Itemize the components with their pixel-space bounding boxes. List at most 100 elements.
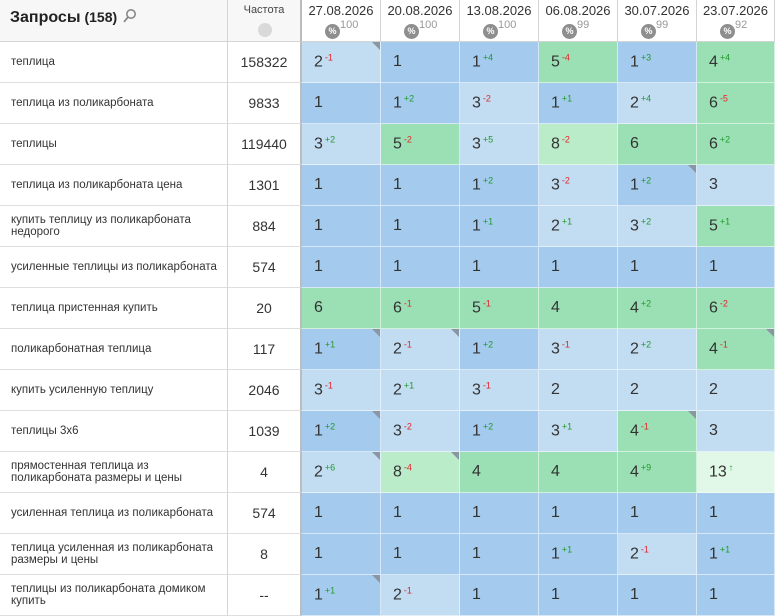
- position-cell[interactable]: 1: [460, 247, 539, 288]
- position-cell[interactable]: 5 -2: [381, 124, 460, 165]
- position-cell[interactable]: 1 +1: [302, 329, 381, 370]
- position-cell[interactable]: 1: [302, 534, 381, 575]
- query-cell[interactable]: теплицы: [0, 124, 228, 165]
- position-cell[interactable]: 2: [618, 370, 697, 411]
- position-cell[interactable]: 5 -1: [460, 288, 539, 329]
- position-cell[interactable]: 1 +3: [618, 42, 697, 83]
- position-cell[interactable]: 1 +2: [460, 165, 539, 206]
- queries-header[interactable]: Запросы (158): [0, 0, 228, 42]
- position-cell[interactable]: 1: [618, 493, 697, 534]
- date-column-header[interactable]: 20.08.2026% 100: [381, 0, 460, 42]
- position-cell[interactable]: 1 +2: [460, 329, 539, 370]
- position-cell[interactable]: 2 +6: [302, 452, 381, 493]
- position-cell[interactable]: 3 -1: [302, 370, 381, 411]
- position-cell[interactable]: 1: [618, 575, 697, 616]
- query-cell[interactable]: усиленные теплицы из поликарбоната: [0, 247, 228, 288]
- position-cell[interactable]: 3 +2: [618, 206, 697, 247]
- search-icon[interactable]: [123, 8, 137, 24]
- position-cell[interactable]: 1: [302, 165, 381, 206]
- position-cell[interactable]: 1: [697, 247, 775, 288]
- position-cell[interactable]: 4: [460, 452, 539, 493]
- position-cell[interactable]: 3 -2: [460, 83, 539, 124]
- position-cell[interactable]: 1: [539, 247, 618, 288]
- query-cell[interactable]: прямостенная теплица из поликарбоната ра…: [0, 452, 228, 493]
- position-cell[interactable]: 1: [381, 165, 460, 206]
- position-cell[interactable]: 2 -1: [381, 575, 460, 616]
- position-cell[interactable]: 8 -4: [381, 452, 460, 493]
- query-cell[interactable]: теплица из поликарбоната цена: [0, 165, 228, 206]
- date-column-header[interactable]: 27.08.2026% 100: [302, 0, 381, 42]
- position-cell[interactable]: 1: [618, 247, 697, 288]
- position-cell[interactable]: 1: [697, 575, 775, 616]
- date-column-header[interactable]: 13.08.2026% 100: [460, 0, 539, 42]
- position-cell[interactable]: 1: [381, 247, 460, 288]
- position-cell[interactable]: 3: [697, 165, 775, 206]
- date-column-header[interactable]: 30.07.2026% 99: [618, 0, 697, 42]
- position-cell[interactable]: 2 +2: [618, 329, 697, 370]
- position-cell[interactable]: 1: [302, 83, 381, 124]
- frequency-header[interactable]: Частота: [228, 0, 302, 42]
- position-cell[interactable]: 1 +2: [618, 165, 697, 206]
- query-cell[interactable]: купить усиленную теплицу: [0, 370, 228, 411]
- position-cell[interactable]: 3 +5: [460, 124, 539, 165]
- position-cell[interactable]: 1 +2: [460, 411, 539, 452]
- position-cell[interactable]: 1: [539, 575, 618, 616]
- query-cell[interactable]: теплица усиленная из поликарбоната разме…: [0, 534, 228, 575]
- position-cell[interactable]: 4 +4: [697, 42, 775, 83]
- position-cell[interactable]: 6: [302, 288, 381, 329]
- position-cell[interactable]: 6 +2: [697, 124, 775, 165]
- position-cell[interactable]: 2 +1: [539, 206, 618, 247]
- position-cell[interactable]: 1: [302, 206, 381, 247]
- query-cell[interactable]: теплица пристенная купить: [0, 288, 228, 329]
- position-cell[interactable]: 1 +2: [381, 83, 460, 124]
- position-cell[interactable]: 1: [302, 493, 381, 534]
- position-cell[interactable]: 2 -1: [302, 42, 381, 83]
- position-cell[interactable]: 5 -4: [539, 42, 618, 83]
- position-cell[interactable]: 2: [539, 370, 618, 411]
- query-cell[interactable]: теплицы 3х6: [0, 411, 228, 452]
- position-cell[interactable]: 1: [381, 534, 460, 575]
- query-cell[interactable]: теплица из поликарбоната: [0, 83, 228, 124]
- position-cell[interactable]: 1: [381, 42, 460, 83]
- position-cell[interactable]: 6: [618, 124, 697, 165]
- position-cell[interactable]: 4 -1: [697, 329, 775, 370]
- position-cell[interactable]: 13 ↑: [697, 452, 775, 493]
- date-column-header[interactable]: 06.08.2026% 99: [539, 0, 618, 42]
- position-cell[interactable]: 1: [302, 247, 381, 288]
- position-cell[interactable]: 2 -1: [618, 534, 697, 575]
- position-cell[interactable]: 2 +1: [381, 370, 460, 411]
- date-column-header[interactable]: 23.07.2026% 92: [697, 0, 775, 42]
- position-cell[interactable]: 6 -2: [697, 288, 775, 329]
- position-cell[interactable]: 4: [539, 452, 618, 493]
- position-cell[interactable]: 1 +1: [302, 575, 381, 616]
- query-cell[interactable]: теплицы из поликарбоната домиком купить: [0, 575, 228, 616]
- position-cell[interactable]: 1 +1: [539, 83, 618, 124]
- position-cell[interactable]: 1: [381, 206, 460, 247]
- position-cell[interactable]: 3 +2: [302, 124, 381, 165]
- position-cell[interactable]: 1 +1: [539, 534, 618, 575]
- query-cell[interactable]: купить теплицу из поликарбоната недорого: [0, 206, 228, 247]
- query-cell[interactable]: усиленная теплица из поликарбоната: [0, 493, 228, 534]
- position-cell[interactable]: 3 -2: [539, 165, 618, 206]
- position-cell[interactable]: 1: [381, 493, 460, 534]
- position-cell[interactable]: 4 +9: [618, 452, 697, 493]
- position-cell[interactable]: 5 +1: [697, 206, 775, 247]
- position-cell[interactable]: 3 -1: [460, 370, 539, 411]
- position-cell[interactable]: 4 +2: [618, 288, 697, 329]
- position-cell[interactable]: 8 -2: [539, 124, 618, 165]
- position-cell[interactable]: 2 +4: [618, 83, 697, 124]
- position-cell[interactable]: 1: [460, 534, 539, 575]
- position-cell[interactable]: 2 -1: [381, 329, 460, 370]
- position-cell[interactable]: 3 +1: [539, 411, 618, 452]
- position-cell[interactable]: 1 +1: [697, 534, 775, 575]
- position-cell[interactable]: 3: [697, 411, 775, 452]
- position-cell[interactable]: 4: [539, 288, 618, 329]
- position-cell[interactable]: 4 -1: [618, 411, 697, 452]
- position-cell[interactable]: 6 -5: [697, 83, 775, 124]
- position-cell[interactable]: 1 +2: [302, 411, 381, 452]
- position-cell[interactable]: 1 +1: [460, 206, 539, 247]
- position-cell[interactable]: 3 -1: [539, 329, 618, 370]
- query-cell[interactable]: поликарбонатная теплица: [0, 329, 228, 370]
- position-cell[interactable]: 3 -2: [381, 411, 460, 452]
- position-cell[interactable]: 1: [539, 493, 618, 534]
